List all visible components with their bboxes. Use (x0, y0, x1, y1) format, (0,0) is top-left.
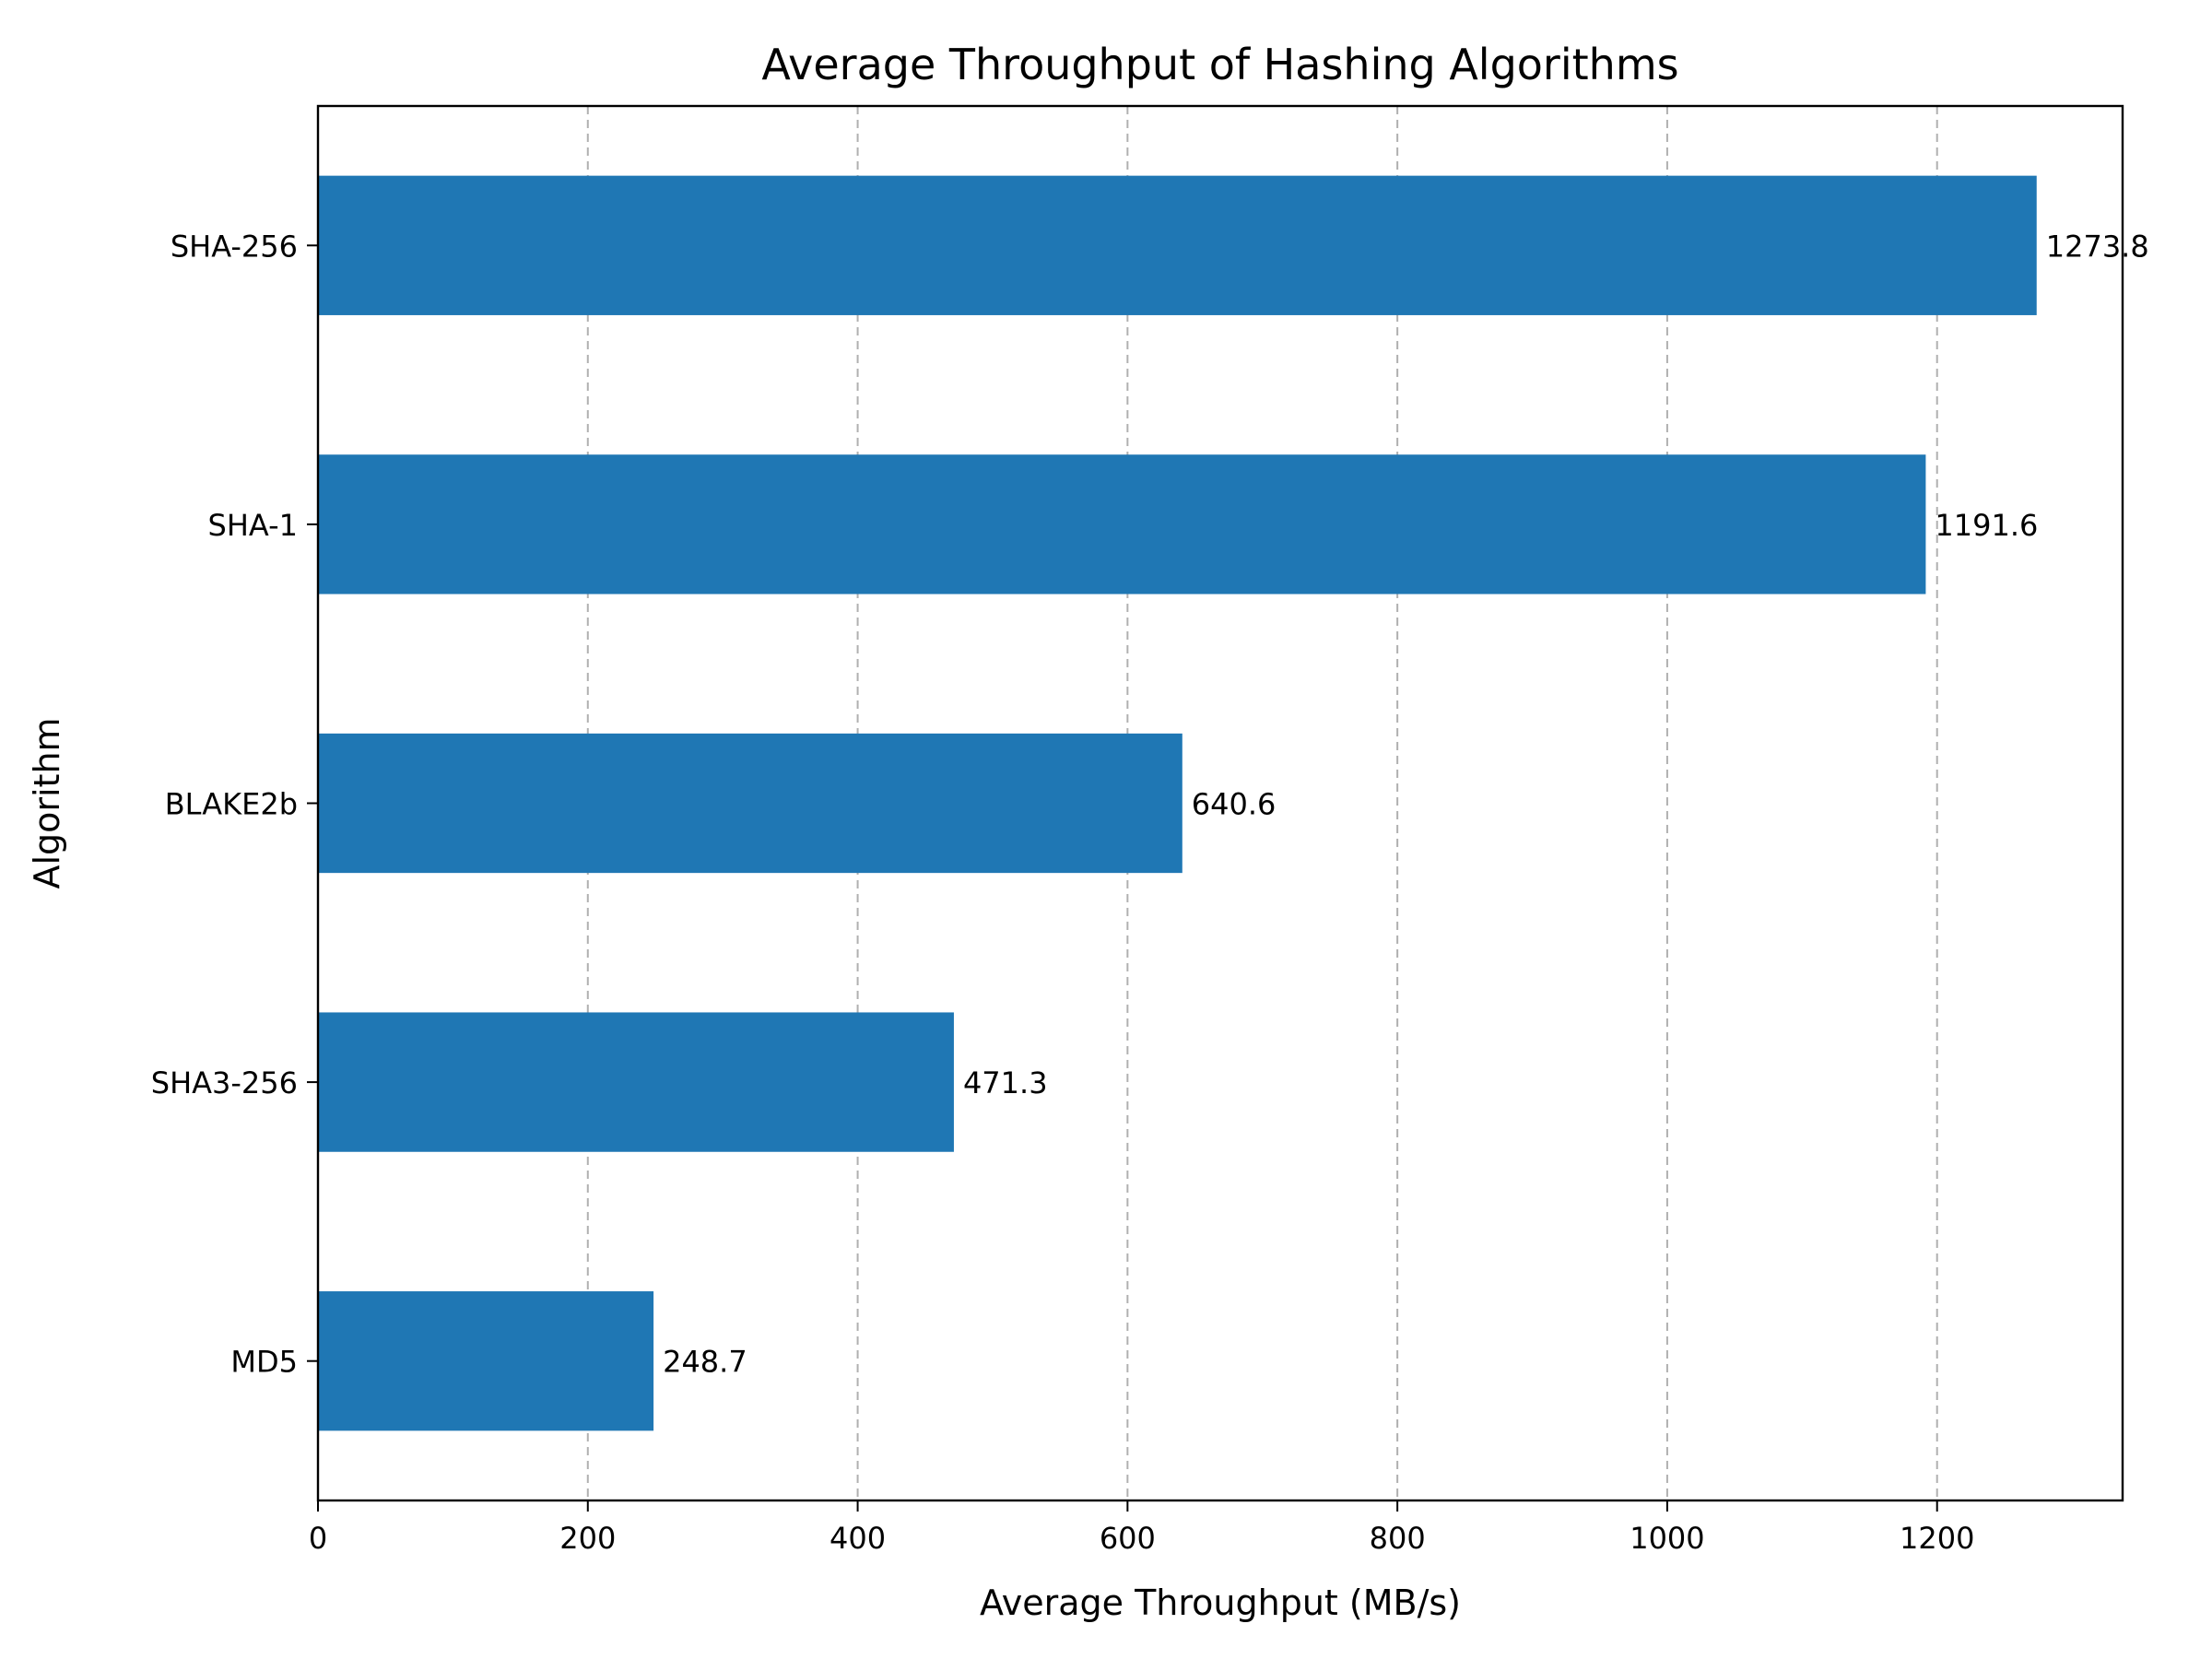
bar-value-label: 248.7 (663, 1345, 747, 1380)
y-tick-label: SHA3-256 (151, 1065, 298, 1100)
bar-sha-1 (318, 454, 1926, 594)
x-tick-label: 800 (1370, 1521, 1426, 1556)
x-tick-label: 400 (830, 1521, 886, 1556)
x-tick-label: 1200 (1900, 1521, 1974, 1556)
y-tick-label: MD5 (230, 1345, 298, 1380)
y-tick-label: SHA-256 (171, 229, 298, 264)
bar-value-label: 471.3 (963, 1065, 1048, 1100)
data-labels: 1273.8 1191.6 640.6 471.3 248.7 (663, 229, 2149, 1379)
x-tick-label: 600 (1100, 1521, 1156, 1556)
bar-value-label: 1191.6 (1935, 508, 2038, 543)
bar-sha-256 (318, 175, 2037, 315)
bar-sha3-256 (318, 1012, 954, 1152)
x-axis-ticks: 0 200 400 600 800 1000 1200 (309, 1500, 1974, 1556)
y-axis-title: Algorithm (27, 717, 67, 888)
x-axis-title: Average Throughput (MB/s) (980, 1583, 1461, 1623)
y-tick-label: SHA-1 (208, 508, 298, 543)
x-tick-label: 1000 (1630, 1521, 1704, 1556)
x-tick-label: 200 (559, 1521, 616, 1556)
y-tick-label: BLAKE2b (165, 787, 298, 822)
chart-title: Average Throughput of Hashing Algorithms (761, 40, 1678, 89)
bar-value-label: 640.6 (1192, 787, 1277, 822)
bar-blake2b (318, 733, 1182, 874)
y-axis-ticks: SHA-256 SHA-1 BLAKE2b SHA3-256 MD5 (151, 229, 318, 1380)
bar-value-label: 1273.8 (2046, 229, 2149, 264)
bars (318, 175, 2037, 1431)
bar-md5 (318, 1291, 654, 1431)
x-tick-label: 0 (309, 1521, 327, 1556)
